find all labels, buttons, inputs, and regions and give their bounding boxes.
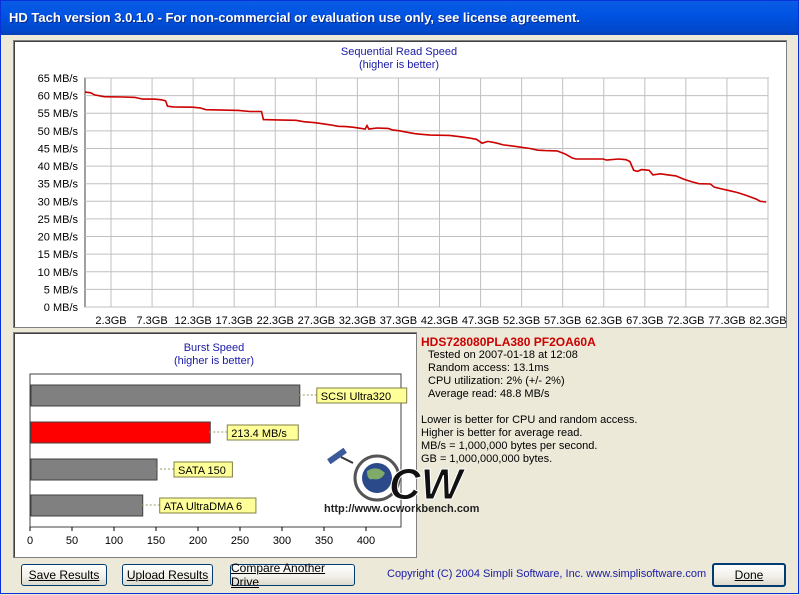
y-tick-label: 15 MB/s [38,249,79,261]
window-title: HD Tach version 3.0.1.0 - For non-commer… [9,10,580,25]
x-tick-label: 22.3GB [257,315,294,327]
burst-chart-subtitle: (higher is better) [173,355,255,367]
note-mbs-definition: MB/s = 1,000,000 bytes per second. [421,440,598,452]
x-tick-label: 7.3GB [136,315,167,327]
x-tick-label: 17.3GB [216,315,253,327]
x-tick-label: 82.3GB [749,315,786,327]
x-tick-label: 32.3GB [339,315,376,327]
y-tick-label: 25 MB/s [38,214,79,226]
done-button[interactable]: Done [712,563,786,587]
x-tick-label: 57.3GB [544,315,581,327]
y-tick-label: 30 MB/s [38,196,79,208]
note-gb-definition: GB = 1,000,000,000 bytes. [421,453,553,465]
note-cpu-random: Lower is better for CPU and random acces… [421,414,638,426]
y-tick-label: 60 MB/s [38,91,79,103]
title-bar[interactable]: HD Tach version 3.0.1.0 - For non-commer… [1,1,798,35]
read-chart-subtitle: (higher is better) [358,59,440,71]
read-chart-title: Sequential Read Speed [340,46,458,58]
y-tick-label: 55 MB/s [38,108,79,120]
y-tick-label: 20 MB/s [38,232,79,244]
x-tick-label: 67.3GB [626,315,663,327]
x-tick-label: 12.3GB [174,315,211,327]
random-access: Random access: 13.1ms [428,362,550,374]
compare-another-drive-button[interactable]: Compare Another Drive [230,561,355,589]
y-tick-label: 5 MB/s [44,284,79,296]
read-speed-line [84,91,767,203]
y-tick-label: 35 MB/s [38,179,79,191]
watermark-url: http://www.ocworkbench.com [324,503,480,515]
x-tick-label: 2.3GB [95,315,126,327]
x-tick-label: 77.3GB [708,315,745,327]
drive-model: HDS728080PLA380 PF2OA60A [421,335,596,349]
y-tick-label: 0 MB/s [44,302,79,314]
x-tick-label: 62.3GB [585,315,622,327]
x-tick-label: 42.3GB [421,315,458,327]
svg-text:CW: CW [389,460,466,509]
note-average-read: Higher is better for average read. [421,427,583,439]
save-results-label: Save Results [28,568,100,582]
upload-results-label: Upload Results [126,568,209,582]
ocw-watermark-logo: CW [327,447,466,510]
plot-area [84,77,769,308]
y-tick-label: 50 MB/s [38,126,79,138]
y-tick-label: 10 MB/s [38,267,79,279]
x-tick-label: 72.3GB [667,315,704,327]
tested-on: Tested on 2007-01-18 at 12:08 [428,349,578,361]
done-label: Done [734,568,764,582]
y-tick-label: 40 MB/s [38,161,79,173]
x-tick-label: 52.3GB [503,315,540,327]
upload-results-button[interactable]: Upload Results [122,564,213,586]
x-tick-label: 27.3GB [298,315,335,327]
compare-another-drive-label: Compare Another Drive [231,561,326,589]
average-read: Average read: 48.8 MB/s [428,388,550,400]
y-tick-label: 45 MB/s [38,143,79,155]
burst-chart-title: Burst Speed [183,342,245,354]
y-tick-label: 65 MB/s [38,73,79,85]
save-results-button[interactable]: Save Results [21,564,107,586]
x-tick-label: 37.3GB [380,315,417,327]
cpu-utilization: CPU utilization: 2% (+/- 2%) [428,375,565,387]
satellite-icon [327,447,354,465]
copyright-text: Copyright (C) 2004 Simpli Software, Inc.… [387,568,707,580]
x-tick-label: 47.3GB [462,315,499,327]
